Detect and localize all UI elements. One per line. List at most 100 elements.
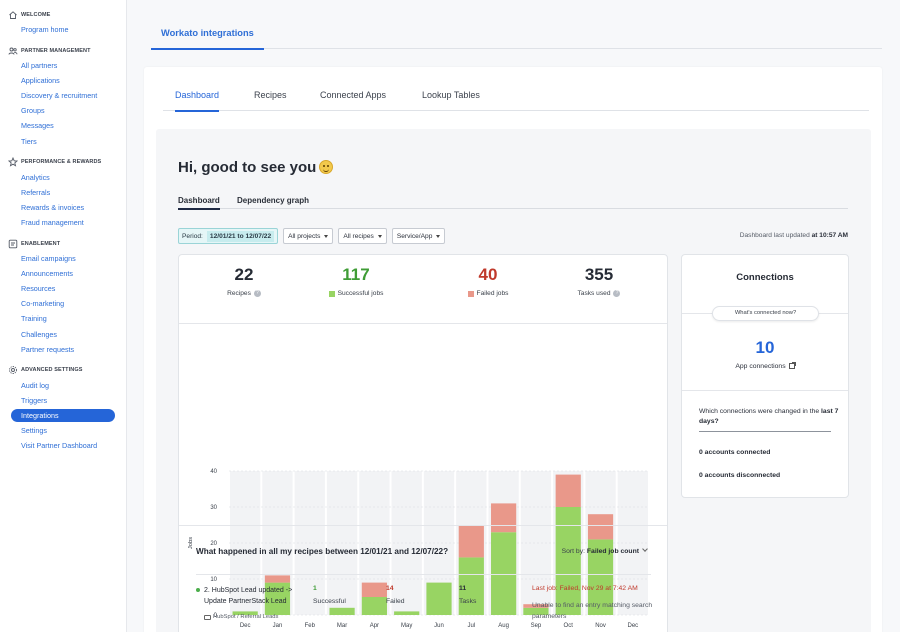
service-app-dropdown-label: Service/App — [396, 232, 433, 240]
bar-successful — [394, 611, 420, 615]
sidebar-section: ADVANCED SETTINGS Audit log Triggers Integr… — [0, 364, 126, 453]
sidebar-item-groups[interactable]: Groups — [21, 106, 45, 116]
tab-connected-apps[interactable]: Connected Apps — [320, 90, 387, 100]
sidebar-item-rewards-invoices[interactable]: Rewards & invoices — [21, 202, 85, 212]
sidebar-item-co-marketing[interactable]: Co-marketing — [21, 299, 65, 309]
help-icon[interactable]: ? — [253, 290, 261, 297]
app-connections-link[interactable]: App connections — [682, 362, 848, 370]
recipes-section-title: What happened in all my recipes between … — [196, 547, 449, 556]
tab-dashboard[interactable]: Dashboard — [175, 67, 220, 112]
sidebar-item-audit-log[interactable]: Audit log — [21, 380, 49, 390]
sidebar-item-challenges[interactable]: Challenges — [21, 329, 57, 339]
caret-down-icon — [436, 234, 441, 238]
accounts-disconnected: 0 accounts disconnected — [699, 472, 781, 479]
sidebar-item-announcements[interactable]: Announcements — [21, 269, 73, 279]
smile-emoji-icon — [319, 160, 334, 174]
bar-successful — [426, 582, 452, 615]
connections-question-period: last 7 days? — [699, 408, 839, 425]
x-tick-label: Apr — [370, 623, 379, 629]
recipes-dropdown[interactable]: All recipes — [338, 228, 387, 244]
chevron-down-icon — [642, 546, 648, 552]
last-updated-time: at 10:57 AM — [811, 232, 848, 239]
sidebar-item-program-home[interactable]: Program home — [21, 25, 69, 34]
stat-failed: 40 Failed jobs — [438, 265, 538, 297]
success-legend-swatch — [328, 290, 335, 297]
recipes-dropdown-label: All recipes — [343, 232, 374, 240]
stat-recipes-value: 22 — [234, 265, 254, 284]
bar-successful — [458, 557, 484, 615]
caret-down-icon — [324, 234, 329, 238]
sort-by-control[interactable]: Sort by: Failed job count — [562, 546, 648, 555]
divider — [179, 525, 667, 526]
stat-successful: 117 Successful jobs — [306, 265, 406, 297]
projects-dropdown[interactable]: All projects — [283, 228, 334, 244]
sidebar-item-discovery-recruitment[interactable]: Discovery & recruitment — [21, 91, 98, 101]
stat-tasks-value: 355 — [584, 265, 614, 284]
last-updated-prefix: Dashboard last updated — [739, 232, 810, 239]
home-icon — [8, 10, 18, 20]
sort-by-value: Failed job count — [586, 548, 639, 555]
stat-recipes-label: Recipes — [227, 290, 251, 297]
tab-recipes[interactable]: Recipes — [254, 90, 287, 100]
sidebar-section: PARTNER MANAGEMENT All partners Applicatio… — [0, 44, 126, 149]
panel-tab-bar: Dashboard Recipes Connected Apps Lookup … — [163, 67, 869, 112]
sidebar-section: ENABLEMENT Email campaigns Announcements Re… — [0, 237, 126, 357]
dashboard-area: Hi, good to see you Dashboard Dependency… — [156, 129, 871, 632]
bar-failed — [523, 604, 549, 608]
sidebar-item-all-partners[interactable]: All partners — [21, 61, 58, 71]
bar-failed — [264, 575, 291, 583]
sidebar-section-title: WELCOME — [21, 11, 51, 18]
sub-tab-bar: Dashboard Dependency graph — [178, 187, 848, 210]
recipe-row[interactable]: 2. HubSpot Lead updated -> Update Partne… — [196, 574, 652, 632]
sidebar-item-applications[interactable]: Applications — [21, 76, 60, 86]
sidebar: WELCOME Program home PARTNER MANAGEMENT All… — [0, 0, 127, 632]
sidebar-item-resources[interactable]: Resources — [21, 284, 56, 294]
sidebar-item-training[interactable]: Training — [21, 314, 47, 324]
sidebar-item-referrals[interactable]: Referrals — [21, 187, 51, 197]
sidebar-section-header: PARTNER MANAGEMENT — [0, 44, 126, 57]
app-connections-label: App connections — [735, 363, 786, 370]
sidebar-section-header: WELCOME — [0, 8, 126, 21]
bar-failed — [491, 503, 517, 533]
bar-failed — [555, 474, 581, 507]
integrations-panel: Dashboard Recipes Connected Apps Lookup … — [144, 67, 882, 632]
sidebar-item-email-campaigns[interactable]: Email campaigns — [21, 254, 76, 264]
sidebar-item-tiers[interactable]: Tiers — [21, 136, 37, 146]
sidebar-item-messages[interactable]: Messages — [21, 121, 54, 131]
tab-lookup-tables[interactable]: Lookup Tables — [422, 90, 480, 100]
sidebar-item-analytics[interactable]: Analytics — [21, 172, 50, 182]
tab-workato-integrations[interactable]: Workato integrations — [151, 0, 264, 50]
recipe-error-message: Unable to find an entry matching search … — [532, 602, 653, 620]
x-tick-label: Jun — [434, 623, 444, 629]
connections-question: Which connections were changed in the la… — [699, 407, 839, 427]
recipe-title[interactable]: 2. HubSpot Lead updated -> Update Partne… — [204, 587, 293, 605]
whats-connected-pill[interactable]: What's connected now? — [712, 306, 819, 321]
subtab-dependency-graph[interactable]: Dependency graph — [237, 196, 310, 205]
help-icon[interactable]: ? — [613, 290, 621, 297]
bar-successful — [361, 597, 387, 615]
accounts-connected: 0 accounts connected — [699, 449, 771, 456]
sidebar-item-partner-requests[interactable]: Partner requests — [21, 344, 75, 354]
bar-successful — [232, 611, 258, 615]
sidebar-item-settings[interactable]: Settings — [21, 425, 47, 435]
x-tick-label: Dec — [628, 623, 639, 629]
bar-successful — [523, 607, 549, 615]
service-app-dropdown[interactable]: Service/App — [391, 228, 446, 244]
sidebar-item-triggers[interactable]: Triggers — [21, 395, 48, 405]
subtab-dashboard[interactable]: Dashboard — [178, 187, 220, 210]
period-filter[interactable]: Period: 12/01/21 to 12/07/22 — [178, 228, 279, 244]
y-tick-label: 20 — [210, 541, 217, 547]
sidebar-section-header: ADVANCED SETTINGS — [0, 364, 126, 377]
filter-bar: Period: 12/01/21 to 12/07/22 All project… — [178, 228, 446, 244]
recipe-folder: HubSpot / Referral Leads — [204, 614, 278, 620]
stat-successful-label: Successful jobs — [337, 290, 384, 297]
recipe-failed-count: 14 — [386, 585, 394, 592]
recipe-successful: 1 Successful — [313, 585, 346, 605]
sidebar-item-visit-partner-dashboard[interactable]: Visit Partner Dashboard — [21, 440, 98, 450]
sidebar-item-fraud-management[interactable]: Fraud management — [21, 217, 84, 227]
connections-card: Connections What's connected now? 10 App… — [681, 254, 849, 498]
app-connections-count[interactable]: 10 — [755, 338, 775, 357]
sidebar-section-title: ADVANCED SETTINGS — [21, 367, 83, 374]
sidebar-item-integrations[interactable]: Integrations — [11, 408, 115, 422]
x-tick-label: Sep — [531, 623, 542, 629]
